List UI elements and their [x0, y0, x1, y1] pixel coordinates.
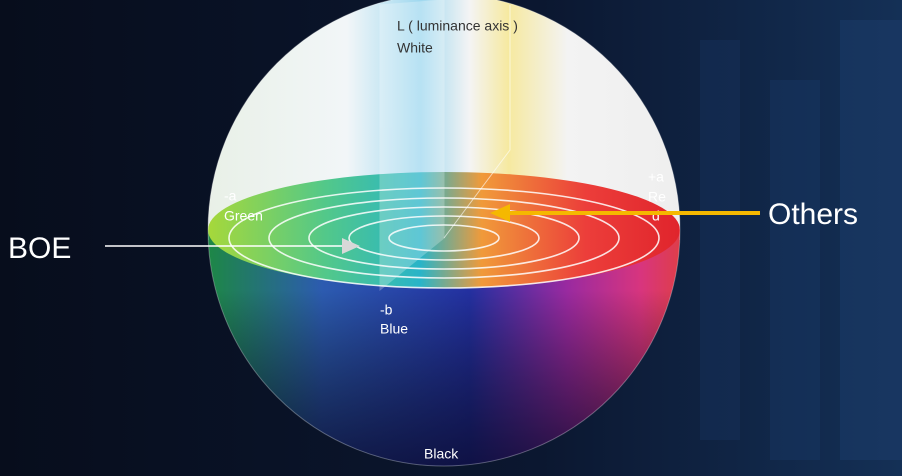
axis-sign: -b [380, 302, 393, 318]
sphere-outline [207, 0, 681, 467]
callout-label: BOE [8, 232, 71, 265]
bg-block [840, 20, 902, 460]
rings [228, 187, 660, 289]
axis-sign: -a [224, 188, 237, 204]
ab-plane [208, 172, 680, 288]
pole-label: Black [424, 446, 459, 462]
bg-block [770, 80, 820, 460]
axis-name: d [652, 208, 660, 224]
bg-block [700, 40, 740, 440]
pole-label: White [397, 40, 433, 56]
axis-name: Blue [380, 321, 408, 337]
axis-sign: +a [648, 169, 664, 185]
others-arrowhead [490, 204, 510, 222]
axis-name: Re [648, 189, 666, 205]
boe-arrowhead [342, 238, 360, 254]
axis-name: Green [224, 208, 263, 224]
axis-label: L ( luminance axis ) [397, 18, 518, 34]
callout-label: Others [768, 198, 858, 231]
